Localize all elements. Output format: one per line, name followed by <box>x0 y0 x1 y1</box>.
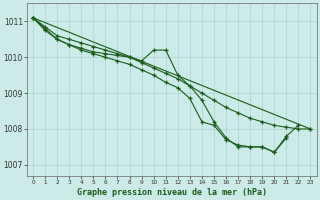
X-axis label: Graphe pression niveau de la mer (hPa): Graphe pression niveau de la mer (hPa) <box>77 188 267 197</box>
